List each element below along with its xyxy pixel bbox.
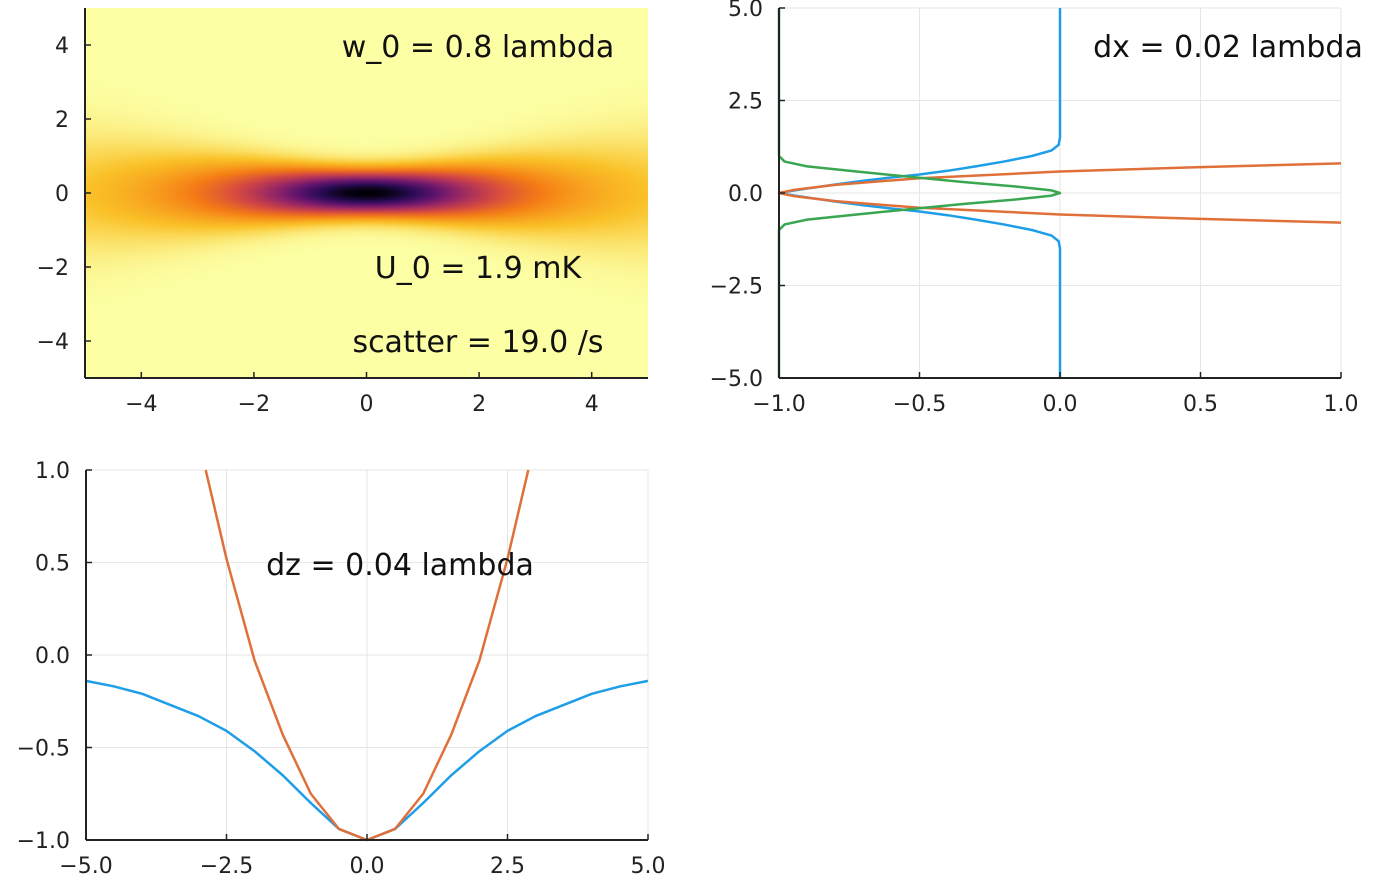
y-tick-label: −4	[37, 330, 69, 355]
y-tick-label: 0	[55, 182, 69, 207]
annotation-u0: U_0 = 1.9 mK	[375, 251, 583, 286]
y-tick-label: −5.0	[710, 367, 763, 392]
x-tick-label: 2.5	[490, 854, 525, 879]
x-tick-label: −1.0	[752, 392, 805, 417]
x-tick-label: −0.5	[893, 392, 946, 417]
dx-panel: −1.0 −0.5 0.0 0.5 1.0 −5.0 −2.5 0.0 2.5 5.0 dx =…	[710, 0, 1363, 417]
y-tick-label: 5.0	[728, 0, 763, 22]
x-tick-label: 1.0	[1324, 392, 1359, 417]
dz-y-ticks: −1.0 −0.5 0.0 0.5 1.0	[17, 459, 92, 854]
x-tick-label: −2.5	[200, 854, 253, 879]
y-tick-label: 4	[55, 34, 69, 59]
y-tick-label: 0.5	[35, 552, 70, 577]
dx-x-ticks: −1.0 −0.5 0.0 0.5 1.0	[752, 372, 1359, 417]
heatmap-panel: −4 −2 0 2 4 −4 −2 0 2 4 w_0 = 0.8 lambda U_0 = 1…	[37, 8, 648, 417]
series-line-3	[777, 8, 1062, 378]
x-tick-label: 0.0	[1043, 392, 1078, 417]
y-tick-label: −2	[37, 256, 69, 281]
y-tick-label: 0.0	[728, 182, 763, 207]
dz-panel: −5.0 −2.5 0.0 2.5 5.0 −1.0 −0.5 0.0 0.5 1.0 dz =…	[17, 459, 666, 879]
y-tick-label: 0.0	[35, 644, 70, 669]
heatmap-x-ticks: −4 −2 0 2 4	[125, 372, 599, 417]
x-tick-label: −2	[238, 392, 270, 417]
annotation-dz: dz = 0.04 lambda	[266, 548, 534, 583]
heatmap-image	[85, 8, 648, 378]
x-tick-label: 5.0	[631, 854, 666, 879]
x-tick-label: 0.5	[1183, 392, 1218, 417]
x-tick-label: −5.0	[59, 854, 112, 879]
x-tick-label: −4	[125, 392, 157, 417]
x-tick-label: 0	[360, 392, 374, 417]
annotation-w0: w_0 = 0.8 lambda	[342, 30, 615, 65]
dz-x-ticks: −5.0 −2.5 0.0 2.5 5.0	[59, 834, 666, 879]
annotation-dx: dx = 0.02 lambda	[1093, 30, 1363, 65]
annotation-scatter: scatter = 19.0 /s	[352, 325, 603, 360]
y-tick-label: 2.5	[728, 90, 763, 115]
x-tick-label: 0.0	[350, 854, 385, 879]
y-tick-label: 1.0	[35, 459, 70, 484]
heatmap-y-ticks: −4 −2 0 2 4	[37, 34, 91, 355]
dz-grid	[85, 469, 649, 841]
x-tick-label: 2	[472, 392, 486, 417]
y-tick-label: −1.0	[17, 829, 70, 854]
dx-y-ticks: −5.0 −2.5 0.0 2.5 5.0	[710, 0, 785, 392]
y-tick-label: −2.5	[710, 275, 763, 300]
y-tick-label: 2	[55, 108, 69, 133]
x-tick-label: 4	[585, 392, 599, 417]
y-tick-label: −0.5	[17, 737, 70, 762]
